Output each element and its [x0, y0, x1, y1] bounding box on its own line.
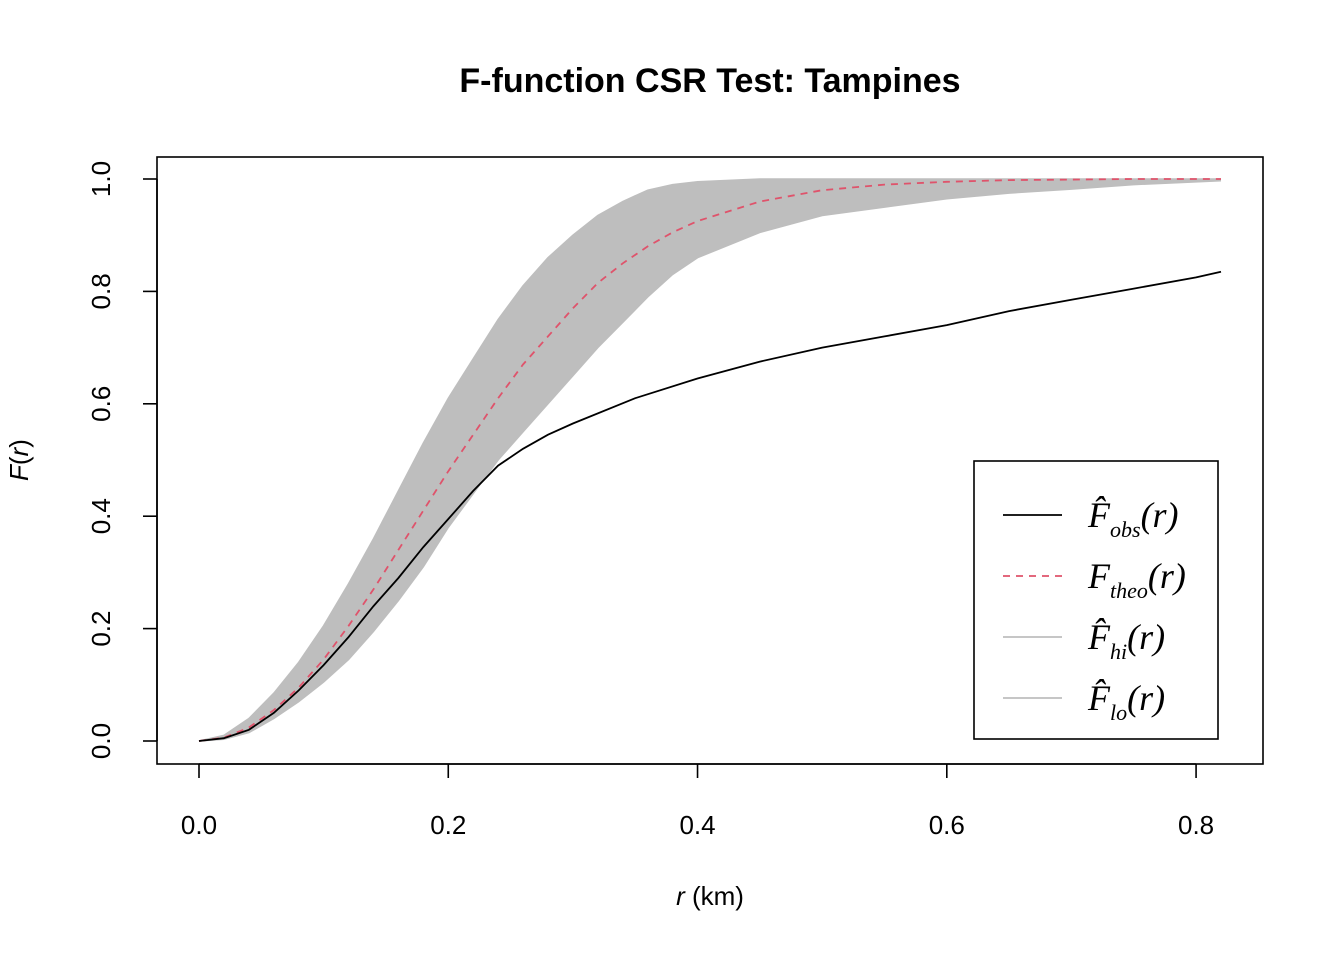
legend-arg: (r) [1127, 617, 1165, 657]
x-tick-label: 0.4 [679, 810, 715, 840]
legend-label-lo: F̂lo(r) [1087, 678, 1165, 725]
x-axis-label-var: r [676, 881, 686, 911]
plot-area [198, 178, 1222, 742]
y-axis-label-close: ) [4, 439, 34, 448]
series-hi-line [198, 178, 1221, 742]
legend-items: F̂obs(r)Ftheo(r)F̂hi(r)F̂lo(r) [1003, 495, 1186, 725]
x-tick-label: 0.8 [1178, 810, 1214, 840]
y-tick-label: 0.0 [86, 723, 116, 759]
y-axis-label: F(r) [4, 439, 34, 481]
chart-title: F-function CSR Test: Tampines [459, 62, 960, 100]
legend-arg: (r) [1148, 556, 1186, 596]
legend-subscript: hi [1110, 639, 1127, 664]
x-tick-label: 0.0 [181, 810, 217, 840]
y-tick-label: 0.2 [86, 611, 116, 647]
x-axis-label: r (km) [676, 881, 744, 911]
legend-subscript: theo [1110, 578, 1148, 603]
y-axis-label-fn: F [4, 463, 34, 481]
y-tick-label: 0.6 [86, 386, 116, 422]
legend-label-obs: F̂obs(r) [1087, 495, 1179, 542]
legend-main: F̂ [1087, 617, 1111, 657]
y-tick-label: 0.8 [86, 273, 116, 309]
legend-subscript: obs [1110, 517, 1141, 542]
x-tick-label: 0.6 [929, 810, 965, 840]
legend-arg: (r) [1127, 678, 1165, 718]
legend-main: F̂ [1087, 495, 1111, 535]
legend-main: F [1087, 556, 1111, 596]
y-axis: 0.0 0.2 0.4 0.6 0.8 1.0 [86, 161, 158, 759]
y-axis-label-var: r [4, 446, 34, 456]
x-axis-label-unit: (km) [685, 881, 744, 911]
y-axis-label-open: ( [4, 456, 34, 465]
x-tick-label: 0.2 [430, 810, 466, 840]
series-theo-line [198, 178, 1221, 742]
legend-arg: (r) [1141, 495, 1179, 535]
series-lo-line [198, 179, 1222, 742]
x-axis: 0.0 0.2 0.4 0.6 0.8 [181, 763, 1214, 840]
y-tick-label: 0.4 [86, 498, 116, 534]
legend-label-theo: Ftheo(r) [1087, 556, 1186, 603]
y-tick-label: 1.0 [86, 161, 116, 197]
legend-main: F̂ [1087, 678, 1111, 718]
series-obs-line [198, 270, 1222, 742]
legend-box [973, 460, 1219, 740]
legend-subscript: lo [1110, 700, 1127, 725]
legend: F̂obs(r)Ftheo(r)F̂hi(r)F̂lo(r) [973, 460, 1219, 740]
legend-label-hi: F̂hi(r) [1087, 617, 1165, 664]
